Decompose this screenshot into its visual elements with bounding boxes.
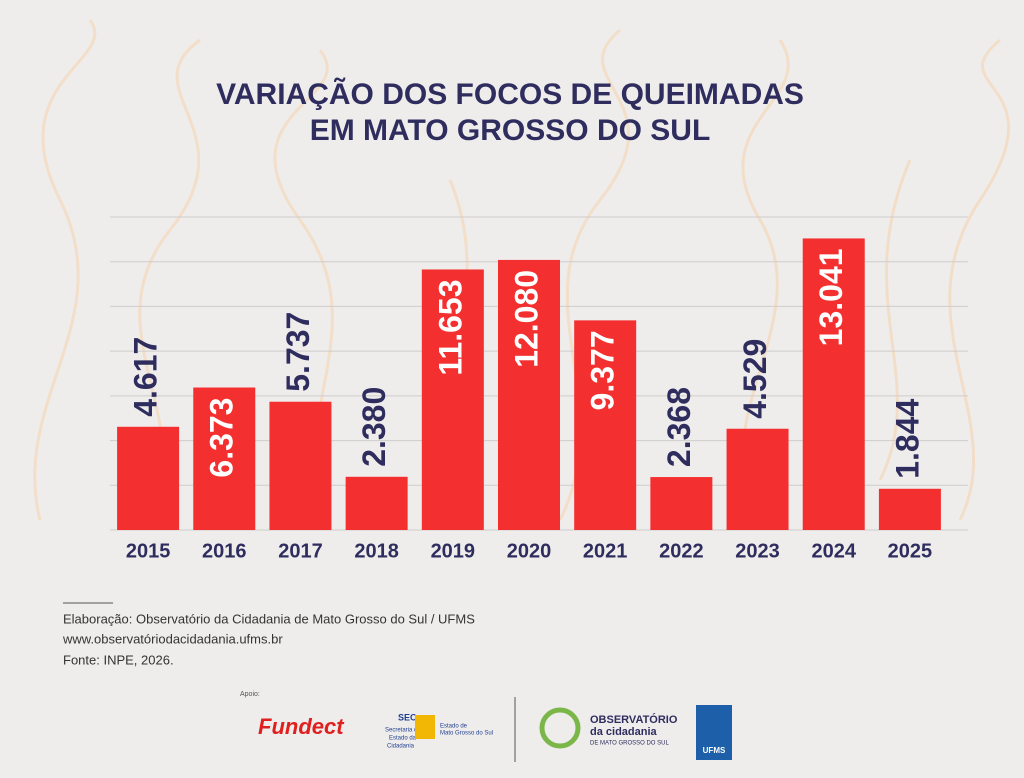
- bar: [345, 476, 408, 530]
- state-name: Estado de: [440, 724, 468, 730]
- sec-logo: SEC: [398, 712, 417, 722]
- footer-text: www.observatóriodacidadania.ufms.br: [62, 631, 283, 646]
- footer-text: Elaboração: Observatório da Cidadania de…: [63, 611, 475, 626]
- bar: [802, 238, 865, 531]
- bar: [726, 428, 789, 530]
- value-label: 6.373: [204, 398, 240, 478]
- fundect-logo: Fundect: [258, 714, 345, 739]
- x-tick-label: 2023: [735, 540, 780, 562]
- bar: [117, 426, 180, 530]
- ufms-emblem: [696, 705, 732, 760]
- x-tick-label: 2021: [583, 540, 628, 562]
- sec-name: Cidadania: [387, 744, 415, 750]
- x-tick-label: 2015: [126, 540, 171, 562]
- value-label: 1.844: [889, 398, 925, 478]
- value-label: 4.617: [128, 337, 164, 417]
- observatorio-logo: da cidadania: [590, 726, 658, 738]
- observatorio-logo: DE MATO GROSSO DO SUL: [590, 741, 669, 747]
- chart-title: EM MATO GROSSO DO SUL: [310, 114, 711, 147]
- ufms-logo: UFMS: [703, 746, 726, 755]
- bar: [269, 401, 332, 530]
- bar: [498, 259, 560, 530]
- logos: Apoio: Fundect SEC Secretaria de Estado …: [240, 691, 732, 762]
- sec-name: Estado da: [389, 736, 417, 742]
- state-emblem: [415, 715, 435, 739]
- bar: [421, 269, 484, 530]
- x-tick-label: 2016: [202, 540, 247, 562]
- x-tick-label: 2025: [888, 540, 933, 562]
- x-tick-label: 2018: [354, 540, 399, 562]
- x-tick-label: 2022: [659, 540, 704, 562]
- bar: [193, 387, 256, 530]
- bar: [650, 477, 713, 530]
- value-label: 2.380: [356, 387, 392, 467]
- value-label: 9.377: [585, 330, 621, 410]
- support-label: Apoio:: [240, 691, 260, 698]
- value-label: 2.368: [661, 387, 697, 467]
- value-label: 5.737: [280, 312, 316, 392]
- state-name: Mato Grosso do Sul: [440, 731, 493, 737]
- sec-name: Secretaria de: [385, 728, 421, 734]
- bar: [878, 488, 941, 530]
- observatorio-logo: OBSERVATÓRIO: [590, 713, 678, 726]
- value-label: 11.653: [432, 279, 468, 375]
- footer-text: Fonte: INPE, 2026.: [63, 652, 174, 667]
- observatorio-emblem: [539, 707, 581, 749]
- x-tick-label: 2020: [507, 540, 552, 562]
- chart-title: VARIAÇÃO DOS FOCOS DE QUEIMADAS: [216, 77, 804, 111]
- value-label: 12.080: [508, 270, 544, 368]
- x-tick-label: 2024: [811, 540, 856, 562]
- x-tick-label: 2019: [431, 540, 476, 562]
- value-label: 13.041: [813, 248, 849, 346]
- value-label: 4.529: [737, 339, 773, 419]
- bar: [574, 320, 637, 530]
- x-tick-label: 2017: [278, 540, 323, 562]
